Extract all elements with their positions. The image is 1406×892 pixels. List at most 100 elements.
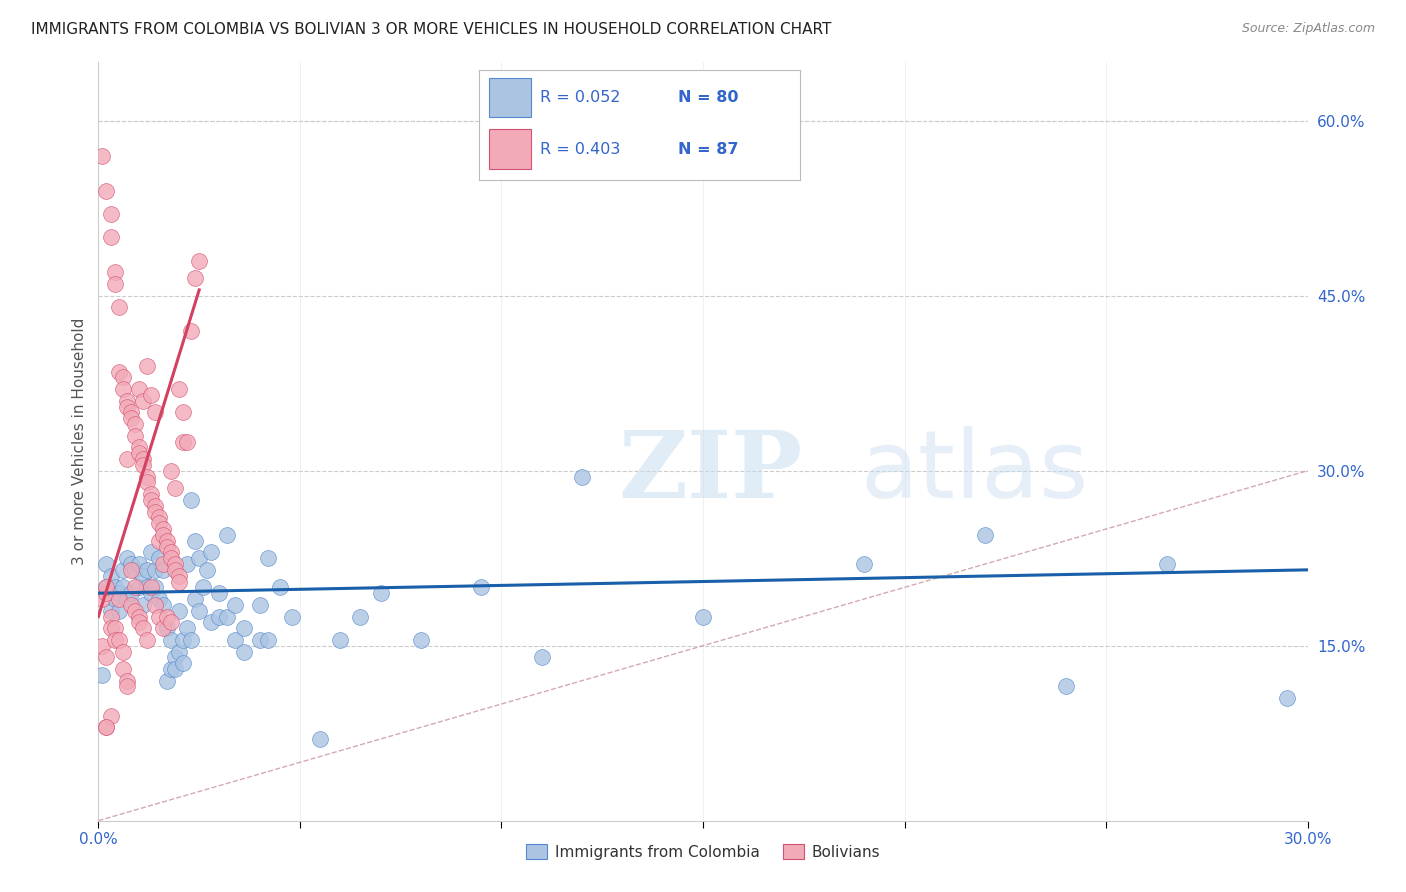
Point — [100, 609, 122, 624]
Point — [188, 551, 211, 566]
Point — [91, 149, 114, 163]
Point — [172, 656, 194, 670]
Point — [128, 609, 150, 624]
Point — [96, 720, 118, 734]
Point — [100, 230, 122, 244]
Point — [111, 644, 134, 658]
Point — [200, 545, 222, 559]
Point — [208, 586, 231, 600]
Point — [167, 644, 190, 658]
Point — [167, 382, 190, 396]
Point — [111, 382, 134, 396]
Point — [370, 586, 392, 600]
Point — [91, 592, 114, 607]
Point — [156, 540, 179, 554]
Point — [188, 604, 211, 618]
Point — [172, 434, 194, 449]
Point — [152, 522, 174, 536]
Point — [120, 411, 142, 425]
Text: IMMIGRANTS FROM COLOMBIA VS BOLIVIAN 3 OR MORE VEHICLES IN HOUSEHOLD CORRELATION: IMMIGRANTS FROM COLOMBIA VS BOLIVIAN 3 O… — [31, 22, 831, 37]
Point — [132, 598, 155, 612]
Point — [107, 592, 129, 607]
Point — [571, 469, 593, 483]
Point — [180, 492, 202, 507]
Point — [167, 574, 190, 589]
Point — [180, 632, 202, 647]
Point — [103, 580, 125, 594]
Point — [217, 609, 239, 624]
Point — [180, 324, 202, 338]
Point — [409, 632, 432, 647]
Point — [103, 592, 125, 607]
Point — [143, 580, 166, 594]
Point — [135, 580, 157, 594]
Point — [120, 586, 142, 600]
Point — [160, 615, 183, 630]
Point — [195, 563, 218, 577]
Point — [160, 632, 183, 647]
Point — [148, 533, 170, 548]
Point — [148, 551, 170, 566]
Point — [100, 604, 122, 618]
Point — [692, 609, 714, 624]
Point — [135, 359, 157, 373]
Point — [256, 632, 278, 647]
Point — [349, 609, 371, 624]
Point — [139, 580, 162, 594]
Point — [96, 184, 118, 198]
Point — [200, 615, 222, 630]
Point — [135, 469, 157, 483]
Point — [148, 609, 170, 624]
Point — [96, 586, 118, 600]
Point — [193, 580, 215, 594]
Point — [1277, 691, 1299, 706]
Point — [160, 545, 183, 559]
Point — [115, 673, 138, 688]
Point — [100, 568, 122, 582]
Point — [139, 388, 162, 402]
Point — [232, 644, 254, 658]
Point — [128, 615, 150, 630]
Point — [143, 504, 166, 518]
Point — [100, 207, 122, 221]
Point — [148, 592, 170, 607]
Point — [143, 405, 166, 419]
Point — [208, 609, 231, 624]
Point — [269, 580, 291, 594]
Point — [139, 545, 162, 559]
Point — [217, 528, 239, 542]
Point — [107, 604, 129, 618]
Point — [96, 580, 118, 594]
Point — [139, 586, 162, 600]
Point — [132, 621, 155, 635]
Point — [100, 621, 122, 635]
Point — [470, 580, 492, 594]
Point — [120, 557, 142, 571]
Point — [172, 405, 194, 419]
Point — [143, 563, 166, 577]
Point — [139, 492, 162, 507]
Point — [172, 632, 194, 647]
Text: Source: ZipAtlas.com: Source: ZipAtlas.com — [1241, 22, 1375, 36]
Point — [184, 592, 207, 607]
Point — [152, 598, 174, 612]
Point — [249, 598, 271, 612]
Point — [224, 598, 246, 612]
Point — [115, 592, 138, 607]
Point — [96, 720, 118, 734]
Point — [96, 650, 118, 665]
Point — [128, 446, 150, 460]
Point — [107, 632, 129, 647]
Point — [232, 621, 254, 635]
Point — [1054, 680, 1077, 694]
Point — [184, 533, 207, 548]
Point — [156, 621, 179, 635]
Point — [115, 393, 138, 408]
Point — [1156, 557, 1178, 571]
Point — [160, 551, 183, 566]
Point — [132, 568, 155, 582]
Point — [128, 382, 150, 396]
Point — [163, 563, 186, 577]
Point — [135, 475, 157, 490]
Point — [156, 673, 179, 688]
